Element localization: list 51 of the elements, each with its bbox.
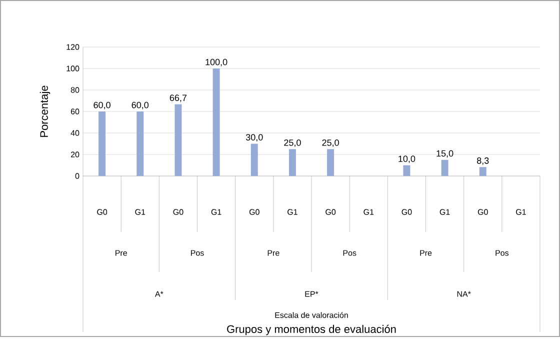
x-tick-label: G0: [249, 209, 260, 216]
text: Pos: [191, 250, 204, 256]
text: Pre: [420, 250, 432, 256]
x-tick-label: G0: [478, 209, 488, 216]
text: Pre: [116, 250, 127, 256]
x-tick-label: G1: [135, 209, 146, 216]
data-label: 25,0: [322, 140, 339, 148]
x-tick-label: G0: [97, 209, 108, 216]
data-label: 66,7: [170, 94, 187, 102]
data-label: 25,0: [284, 140, 301, 148]
data-label: 100,0: [206, 59, 228, 67]
x-tick-label: G1: [211, 209, 222, 216]
text: NA*: [457, 291, 471, 297]
x-tick-label: G1: [516, 209, 526, 216]
bar: [288, 149, 296, 176]
bar: [479, 167, 486, 176]
text: Pos: [496, 250, 509, 256]
y-tick-label: 80: [70, 87, 80, 94]
data-label: 60,0: [94, 102, 110, 110]
bar: [327, 149, 334, 176]
x-tick-label: G1: [288, 209, 298, 216]
x-tick-label: G1: [364, 209, 374, 216]
y-tick-label: 40: [70, 130, 80, 136]
y-tick-label: 0: [75, 173, 80, 180]
y-tick-label: 100: [66, 66, 80, 72]
text: Grupos y momentos de evaluación: [227, 325, 396, 336]
data-label: 30,0: [246, 134, 263, 142]
y-tick-label: 120: [66, 44, 80, 50]
text: EP*: [305, 291, 318, 297]
data-label: 8,3: [477, 158, 489, 166]
text: Pos: [343, 250, 356, 256]
bar: [403, 165, 410, 176]
y-tick-label: 20: [70, 152, 80, 158]
data-label: 10,0: [398, 156, 416, 164]
x-tick-label: G1: [440, 209, 450, 216]
bar: [98, 112, 106, 176]
x-tick-label: G0: [402, 209, 412, 216]
data-label: 15,0: [436, 150, 454, 158]
text: A*: [154, 291, 164, 297]
bar: [174, 104, 182, 176]
text: Pre: [268, 250, 280, 256]
y-tick-label: 60: [70, 108, 80, 115]
text: Escala de valoración: [275, 312, 348, 318]
x-tick-label: G0: [326, 209, 336, 216]
bar: [441, 160, 448, 176]
bar: [212, 68, 220, 176]
bar: [250, 144, 258, 176]
y-axis-title: Porcentaje: [40, 86, 50, 138]
bar: [136, 112, 144, 176]
data-label: 60,0: [132, 102, 149, 110]
x-tick-label: G0: [173, 209, 184, 216]
